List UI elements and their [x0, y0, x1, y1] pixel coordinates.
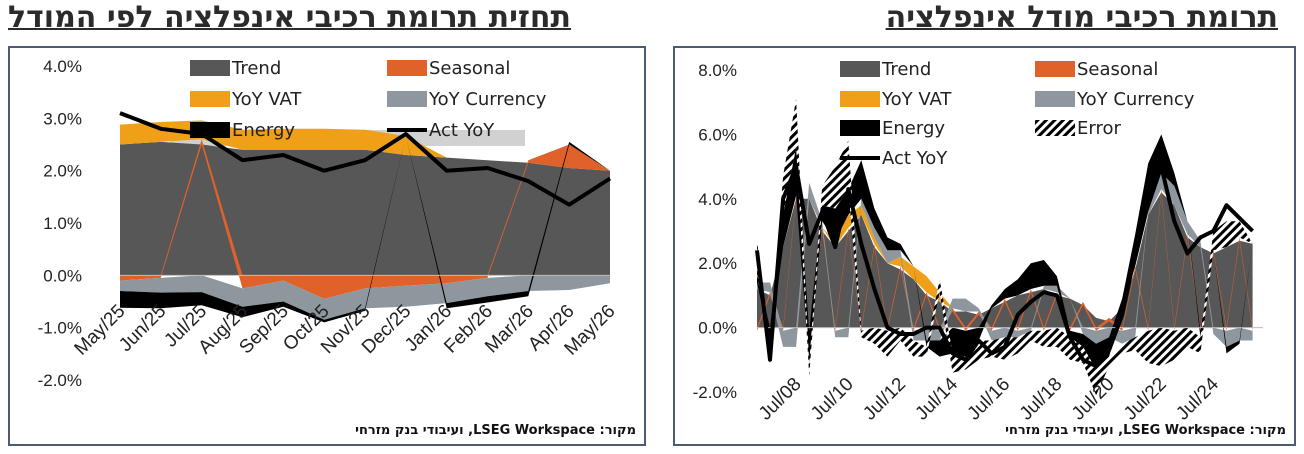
legend-energy-label: Energy: [232, 120, 295, 141]
legend-error-label: Error: [1077, 118, 1121, 139]
right-chart-panel: 8.0% 6.0% 4.0% 2.0% 0.0% -2.0% Jul/08 Jul/10 Jul…: [673, 46, 1296, 446]
left-source-note: מקור: LSEG Workspace, ועיבודי בנק מזרחי: [355, 423, 636, 438]
legend-energy-label: Energy: [882, 118, 945, 139]
x-tick-label: Jul/08: [755, 374, 806, 425]
legend-yoy-vat-swatch: [840, 91, 880, 107]
y-tick-label: -1.0%: [38, 319, 82, 338]
legend-energy-swatch: [190, 122, 230, 138]
left-panel-heading: תחזית תרומת רכיבי אינפלציה לפי המודל: [8, 0, 572, 35]
x-tick-label: Jul/10: [807, 374, 858, 425]
legend-yoy-currency-swatch: [1035, 91, 1075, 107]
y-tick-label: 4.0%: [698, 190, 737, 209]
area-trend: [757, 192, 1253, 328]
legend-trend-label: Trend: [881, 59, 931, 80]
x-tick-label: Jul/24: [1172, 374, 1223, 425]
legend-act-yoy-label: Act YoY: [429, 120, 495, 141]
y-tick-label: 1.0%: [43, 214, 82, 233]
right-chart: 8.0%6.0%4.0%2.0%0.0%-2.0% Jul/08 Jul/10 Jul…: [693, 59, 1263, 425]
legend-yoy-currency-swatch: [387, 91, 427, 107]
y-tick-label: -2.0%: [693, 383, 737, 402]
y-tick-label: 0.0%: [698, 319, 737, 338]
legend-trend-label: Trend: [231, 58, 281, 79]
legend-seasonal-label: Seasonal: [1077, 59, 1158, 80]
left-chart-panel: 4.0% 3.0% 2.0% 1.0% 0.0% -1.0% -2.0% May/25 Jun/…: [8, 46, 646, 446]
x-tick-label: Jul/14: [911, 374, 962, 425]
area-yoy-currency: [120, 275, 610, 320]
area-seasonal: [120, 139, 610, 299]
legend-error-swatch: [1035, 120, 1075, 136]
line-act-yoy: [755, 164, 1255, 369]
y-tick-label: 2.0%: [698, 254, 737, 273]
right-source-note: מקור: LSEG Workspace, ועיבודי בנק מזרחי: [1005, 423, 1286, 438]
legend-seasonal-swatch: [387, 60, 427, 76]
legend-seasonal-label: Seasonal: [429, 58, 510, 79]
x-tick-label: Jul/22: [1120, 374, 1171, 425]
x-tick-label: Jul/18: [1016, 374, 1067, 425]
area-yoy-vat: [120, 120, 610, 171]
y-tick-label: 4.0%: [43, 57, 82, 76]
area-trend: [120, 141, 610, 276]
y-tick-label: 0.0%: [43, 266, 82, 285]
legend-seasonal-swatch: [1035, 61, 1075, 77]
legend-yoy-vat-swatch: [190, 91, 230, 107]
left-chart: 4.0%3.0%2.0%1.0%0.0%-1.0%-2.0%May/25Jun/…: [38, 57, 620, 390]
legend-yoy-currency-label: YoY Currency: [428, 89, 547, 110]
x-tick-label: Jun/25: [115, 301, 170, 356]
x-tick-label: Jul/12: [859, 374, 910, 425]
legend-yoy-currency-label: YoY Currency: [1076, 89, 1195, 110]
area-energy: [120, 136, 610, 323]
y-tick-label: 3.0%: [43, 109, 82, 128]
legend-yoy-vat-label: YoY VAT: [231, 89, 302, 110]
x-tick-label: Jul/16: [964, 374, 1015, 425]
legend-energy-swatch: [840, 120, 880, 136]
y-tick-label: 2.0%: [43, 162, 82, 181]
legend-act-yoy-label: Act YoY: [882, 148, 948, 169]
y-tick-label: -2.0%: [38, 371, 82, 390]
legend-yoy-vat-label: YoY VAT: [881, 89, 952, 110]
y-tick-label: 6.0%: [698, 125, 737, 144]
legend-trend-swatch: [190, 60, 230, 76]
right-panel-heading: תרומת רכיבי מודל אינפלציה: [885, 0, 1278, 35]
y-tick-label: 8.0%: [698, 61, 737, 80]
legend-trend-swatch: [840, 61, 880, 77]
